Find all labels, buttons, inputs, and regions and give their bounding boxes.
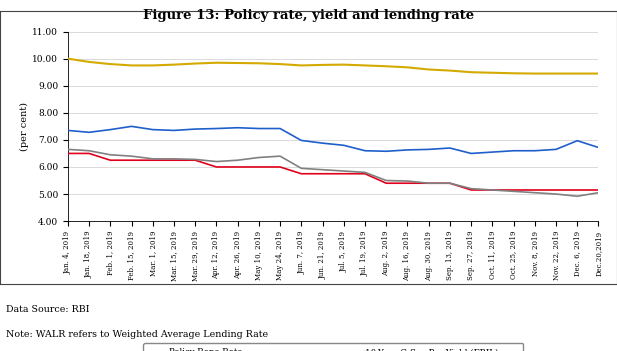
- Legend: Policy Repo Rate, 91-Day Treasury Bill (Primary) Yield, 10-Year G-Sec Par Yield : Policy Repo Rate, 91-Day Treasury Bill (…: [143, 343, 523, 351]
- Text: Data Source: RBI: Data Source: RBI: [6, 305, 89, 314]
- Y-axis label: (per cent): (per cent): [20, 102, 30, 151]
- Text: Note: WALR refers to Weighted Average Lending Rate: Note: WALR refers to Weighted Average Le…: [6, 330, 268, 339]
- Text: Figure 13: Policy rate, yield and lending rate: Figure 13: Policy rate, yield and lendin…: [143, 9, 474, 22]
